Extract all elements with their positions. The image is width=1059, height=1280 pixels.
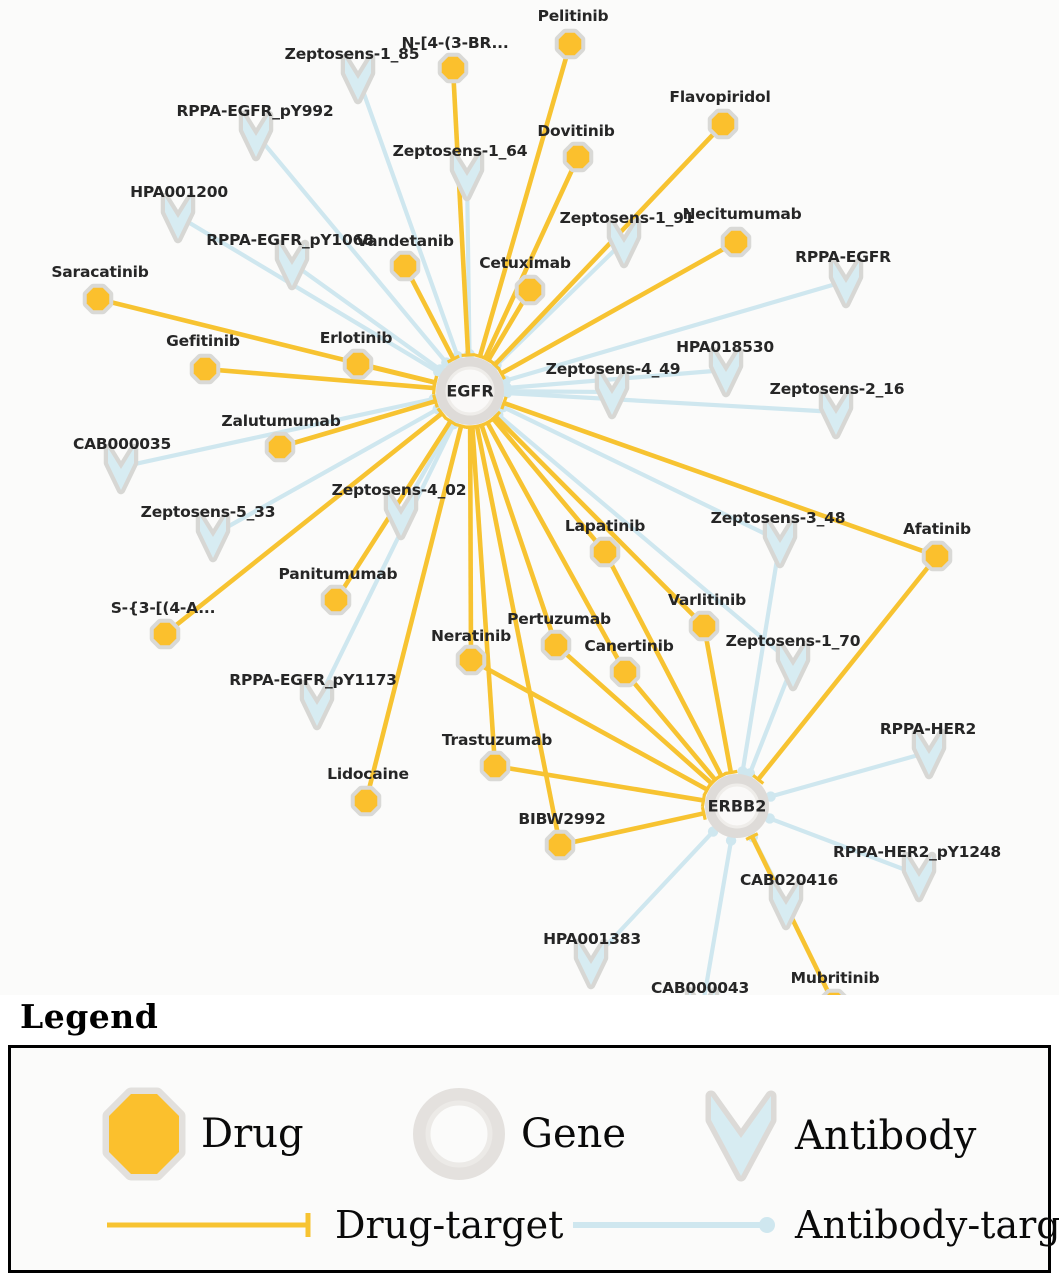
legend-label-antibody: Antibody	[795, 1113, 977, 1159]
antibody-node[interactable]	[768, 879, 804, 931]
antibody-node[interactable]	[160, 192, 196, 244]
dot-line-icon	[573, 1217, 775, 1233]
drug-node[interactable]	[264, 431, 296, 463]
edge-drug-target	[500, 396, 928, 555]
legend-label-gene: Gene	[521, 1111, 627, 1157]
antibody-node[interactable]	[195, 511, 231, 563]
edge-drug-target	[505, 765, 707, 808]
antibody-node[interactable]	[383, 489, 419, 541]
edge-drug-target	[289, 394, 439, 447]
edge-drug-target	[489, 410, 698, 620]
drug-node[interactable]	[554, 28, 586, 60]
edge-antibody-target	[737, 549, 781, 777]
antibody-node[interactable]	[828, 257, 864, 309]
gene-node[interactable]	[705, 774, 769, 838]
antibody-node[interactable]	[238, 110, 274, 162]
edge-drug-target	[488, 130, 718, 371]
edge-drug-target	[408, 274, 460, 364]
drug-node[interactable]	[389, 250, 421, 282]
edge-drug-target	[480, 417, 622, 664]
drug-node[interactable]	[455, 644, 487, 676]
edge-drug-target	[752, 563, 932, 785]
drug-node[interactable]	[562, 141, 594, 173]
edge-drug-target	[703, 636, 738, 776]
antibody-node[interactable]	[340, 53, 376, 105]
drug-node[interactable]	[720, 226, 752, 258]
antibody-node[interactable]	[901, 851, 937, 903]
edge-antibody-target	[765, 752, 921, 802]
nodes-layer	[82, 28, 953, 995]
antibody-node[interactable]	[573, 938, 609, 990]
antibody-node[interactable]	[762, 517, 798, 569]
drug-node[interactable]	[320, 584, 352, 616]
edge-drug-target	[496, 245, 728, 380]
gene-node[interactable]	[436, 357, 504, 425]
edge-antibody-target	[702, 835, 737, 995]
drug-node[interactable]	[540, 629, 572, 661]
edge-antibody-target	[764, 813, 911, 874]
gene-label: EGFR	[446, 381, 494, 401]
tbar-line-icon	[107, 1213, 311, 1237]
antibody-node[interactable]	[606, 217, 642, 269]
network-canvas[interactable]: Zeptosens-1_85 RPPA-EGFR_pY992 HPA001200 RP…	[0, 0, 1059, 997]
edge-drug-target	[630, 678, 722, 786]
legend-label-drug: Drug	[201, 1111, 304, 1157]
edge-drug-target	[172, 407, 448, 629]
legend-title: Legend	[20, 997, 159, 1036]
drug-node[interactable]	[688, 610, 720, 642]
drug-node[interactable]	[189, 353, 221, 385]
legend-label-drug-target: Drug-target	[335, 1203, 564, 1247]
network-svg	[82, 28, 953, 995]
antibody-node[interactable]	[594, 368, 630, 420]
edge-drug-target	[570, 806, 707, 845]
legend-box: Drug Gene Antibody	[8, 1045, 1059, 1273]
drug-node[interactable]	[921, 540, 953, 572]
legend-item-antibody: Antibody	[701, 1086, 976, 1186]
antibody-node[interactable]	[708, 346, 744, 398]
gene-label: ERBB2	[707, 796, 767, 816]
antibody-node[interactable]	[299, 679, 335, 731]
drug-node[interactable]	[707, 108, 739, 140]
antibody-node[interactable]	[911, 728, 947, 780]
edge-drug-target	[470, 423, 561, 835]
drug-node[interactable]	[514, 274, 546, 306]
legend-label-antibody-target: Antibody-target	[795, 1203, 1059, 1247]
edge-drug-target	[368, 364, 439, 390]
ring-icon	[413, 1088, 505, 1180]
antibody-node[interactable]	[775, 640, 811, 692]
legend-item-drug: Drug	[101, 1086, 304, 1182]
legend-item-antibody-target: Antibody-target	[569, 1206, 1059, 1244]
edge-drug-target	[479, 663, 712, 797]
drug-node[interactable]	[479, 750, 511, 782]
legend-item-drug-target: Drug-target	[103, 1206, 563, 1244]
drug-node[interactable]	[350, 785, 382, 817]
chevron-icon	[705, 1090, 777, 1182]
drug-node[interactable]	[589, 536, 621, 568]
legend: Legend Drug Gene	[0, 995, 1059, 1280]
antibody-node[interactable]	[274, 239, 310, 291]
edge-drug-target	[481, 298, 527, 365]
antibody-node[interactable]	[103, 443, 139, 495]
drug-node[interactable]	[82, 283, 114, 315]
antibody-node[interactable]	[818, 388, 854, 440]
edge-drug-target	[366, 422, 468, 791]
drug-node[interactable]	[342, 348, 374, 380]
edge-antibody-target	[501, 387, 828, 414]
edge-antibody-target	[596, 826, 719, 957]
drug-node[interactable]	[609, 656, 641, 688]
octagon-icon	[102, 1087, 186, 1181]
drug-node[interactable]	[149, 618, 181, 650]
edges-layer	[108, 53, 932, 995]
antibody-node[interactable]	[449, 150, 485, 202]
drug-node[interactable]	[821, 988, 847, 995]
drug-node[interactable]	[437, 52, 469, 84]
legend-item-gene: Gene	[411, 1086, 626, 1182]
edge-antibody-target	[500, 281, 838, 386]
edge-drug-target	[451, 78, 475, 357]
drug-node[interactable]	[544, 829, 576, 861]
